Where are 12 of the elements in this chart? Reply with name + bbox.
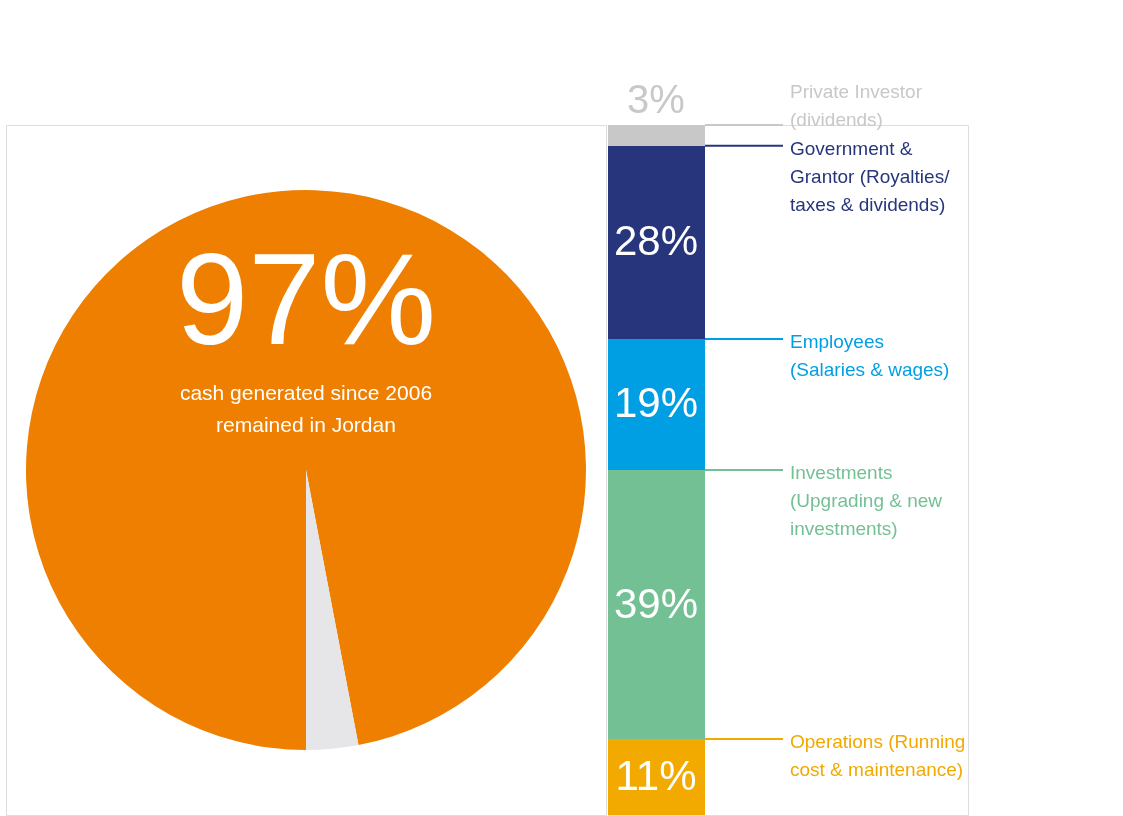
text: cash generated since 2006 remained in Jordan [179,381,433,436]
legend-label: Employees (Salaries & wages) [790,330,950,380]
pie-slice [306,470,359,750]
data-label: 39% [613,579,699,627]
legend-label: Investments (Upgrading & new investments) [790,462,943,539]
pie-slice [26,190,586,750]
legend-label: Operations (Running cost & maintenance) [790,731,966,781]
data-label: 97% [175,226,437,372]
legend-label: Government & Grantor (Royalties/ taxes & dividends) [790,137,951,215]
data-label: 11% [615,752,697,800]
data-label: 19% [613,379,699,427]
data-label: 28% [613,217,699,265]
